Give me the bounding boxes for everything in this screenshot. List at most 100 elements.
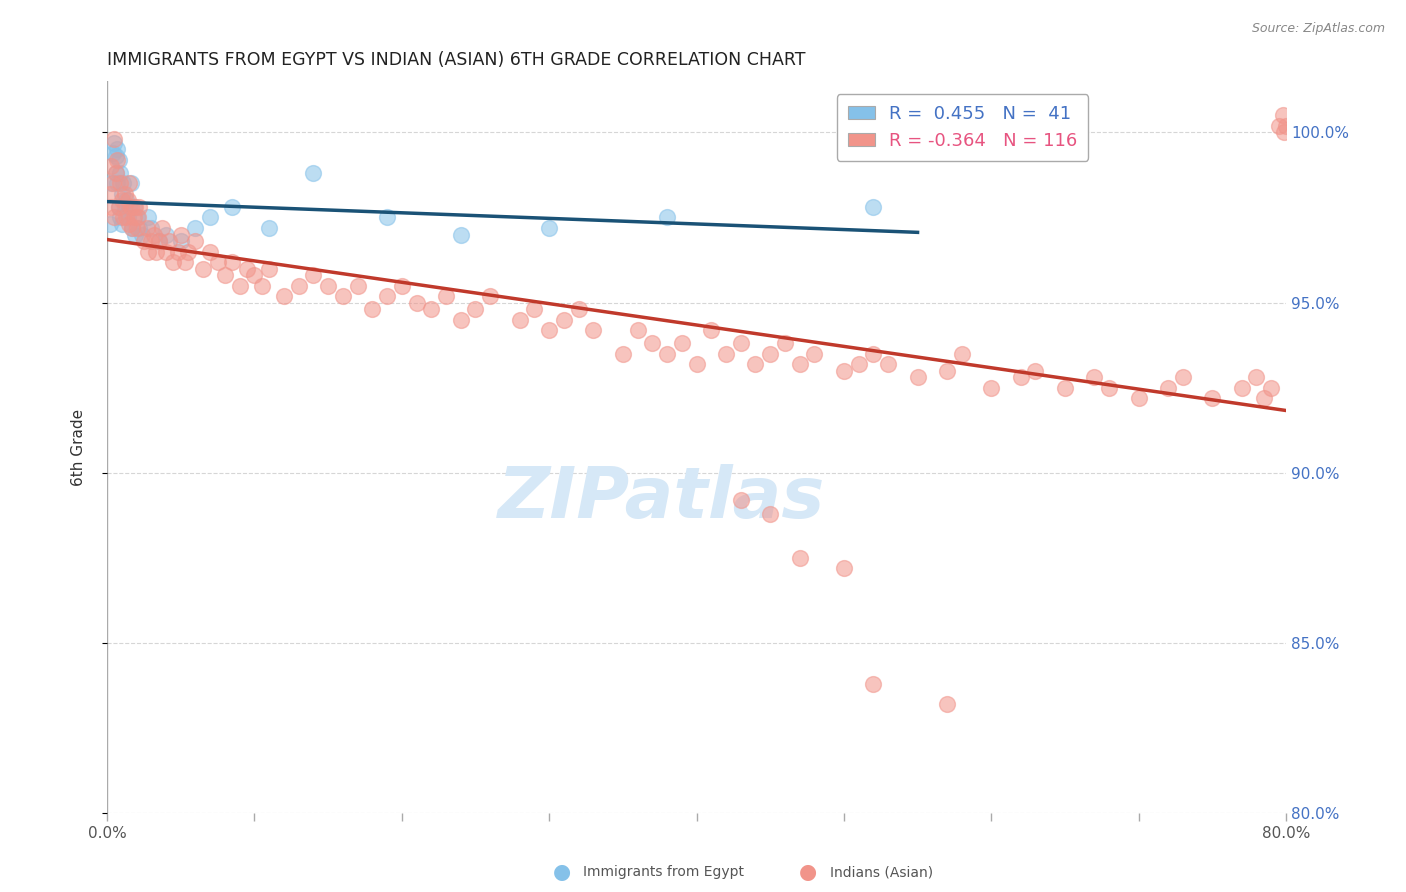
- Point: [391, 278, 413, 293]
- Point: [103, 136, 125, 150]
- Point: [420, 302, 443, 317]
- Point: [104, 166, 127, 180]
- Point: [103, 132, 125, 146]
- Point: [121, 220, 143, 235]
- Point: [108, 153, 131, 167]
- Point: [612, 346, 634, 360]
- Point: [773, 336, 796, 351]
- Point: [346, 278, 368, 293]
- Point: [759, 507, 782, 521]
- Point: [138, 211, 160, 225]
- Point: [155, 244, 177, 259]
- Point: [626, 323, 648, 337]
- Point: [1246, 370, 1268, 384]
- Point: [730, 493, 752, 508]
- Text: Indians (Asian): Indians (Asian): [830, 865, 932, 880]
- Point: [287, 278, 309, 293]
- Point: [907, 370, 929, 384]
- Point: [120, 200, 142, 214]
- Point: [1230, 381, 1253, 395]
- Point: [148, 235, 170, 249]
- Point: [257, 220, 280, 235]
- Point: [568, 302, 591, 317]
- Point: [104, 166, 127, 180]
- Point: [1098, 381, 1121, 395]
- Point: [1171, 370, 1194, 384]
- Point: [655, 211, 678, 225]
- Point: [110, 211, 132, 225]
- Point: [114, 186, 136, 201]
- Point: [125, 211, 148, 225]
- Point: [115, 211, 138, 225]
- Point: [405, 295, 427, 310]
- Point: [115, 194, 138, 208]
- Point: [228, 278, 250, 293]
- Point: [155, 227, 177, 242]
- Point: [980, 381, 1002, 395]
- Point: [936, 364, 959, 378]
- Point: [832, 364, 855, 378]
- Point: [1260, 381, 1282, 395]
- Point: [803, 346, 825, 360]
- Point: [108, 200, 131, 214]
- Point: [450, 227, 472, 242]
- Point: [128, 220, 150, 235]
- Point: [174, 254, 197, 268]
- Point: [122, 200, 145, 214]
- Point: [582, 323, 605, 337]
- Point: [100, 160, 122, 174]
- Point: [112, 211, 135, 225]
- Point: [103, 211, 125, 225]
- Point: [143, 227, 166, 242]
- Point: [138, 244, 160, 259]
- Point: [302, 166, 325, 180]
- Point: [124, 227, 146, 242]
- Point: [110, 177, 132, 191]
- Point: [375, 289, 398, 303]
- Point: [200, 211, 222, 225]
- Point: [316, 278, 339, 293]
- Point: [434, 289, 457, 303]
- Point: [184, 220, 207, 235]
- Point: [700, 323, 723, 337]
- Text: ●: ●: [554, 863, 571, 882]
- Point: [100, 200, 122, 214]
- Point: [111, 186, 134, 201]
- Point: [150, 220, 173, 235]
- Point: [848, 357, 870, 371]
- Point: [1267, 119, 1289, 133]
- Point: [1010, 370, 1032, 384]
- Point: [1274, 125, 1296, 139]
- Point: [221, 254, 243, 268]
- Point: [236, 261, 259, 276]
- Point: [714, 346, 737, 360]
- Point: [170, 235, 193, 249]
- Point: [111, 217, 134, 231]
- Point: [1157, 381, 1180, 395]
- Point: [250, 278, 273, 293]
- Point: [671, 336, 693, 351]
- Point: [135, 220, 157, 235]
- Point: [105, 153, 128, 167]
- Point: [538, 323, 561, 337]
- Point: [1201, 391, 1223, 405]
- Point: [177, 244, 200, 259]
- Point: [128, 200, 150, 214]
- Point: [789, 550, 811, 565]
- Point: [832, 561, 855, 575]
- Text: ●: ●: [800, 863, 817, 882]
- Point: [744, 357, 766, 371]
- Text: Immigrants from Egypt: Immigrants from Egypt: [583, 865, 745, 880]
- Text: Source: ZipAtlas.com: Source: ZipAtlas.com: [1251, 22, 1385, 36]
- Point: [110, 166, 132, 180]
- Point: [214, 268, 236, 283]
- Point: [862, 677, 884, 691]
- Point: [112, 177, 135, 191]
- Point: [936, 697, 959, 711]
- Point: [1053, 381, 1076, 395]
- Point: [108, 200, 131, 214]
- Point: [117, 194, 139, 208]
- Point: [302, 268, 325, 283]
- Point: [221, 200, 243, 214]
- Point: [862, 200, 884, 214]
